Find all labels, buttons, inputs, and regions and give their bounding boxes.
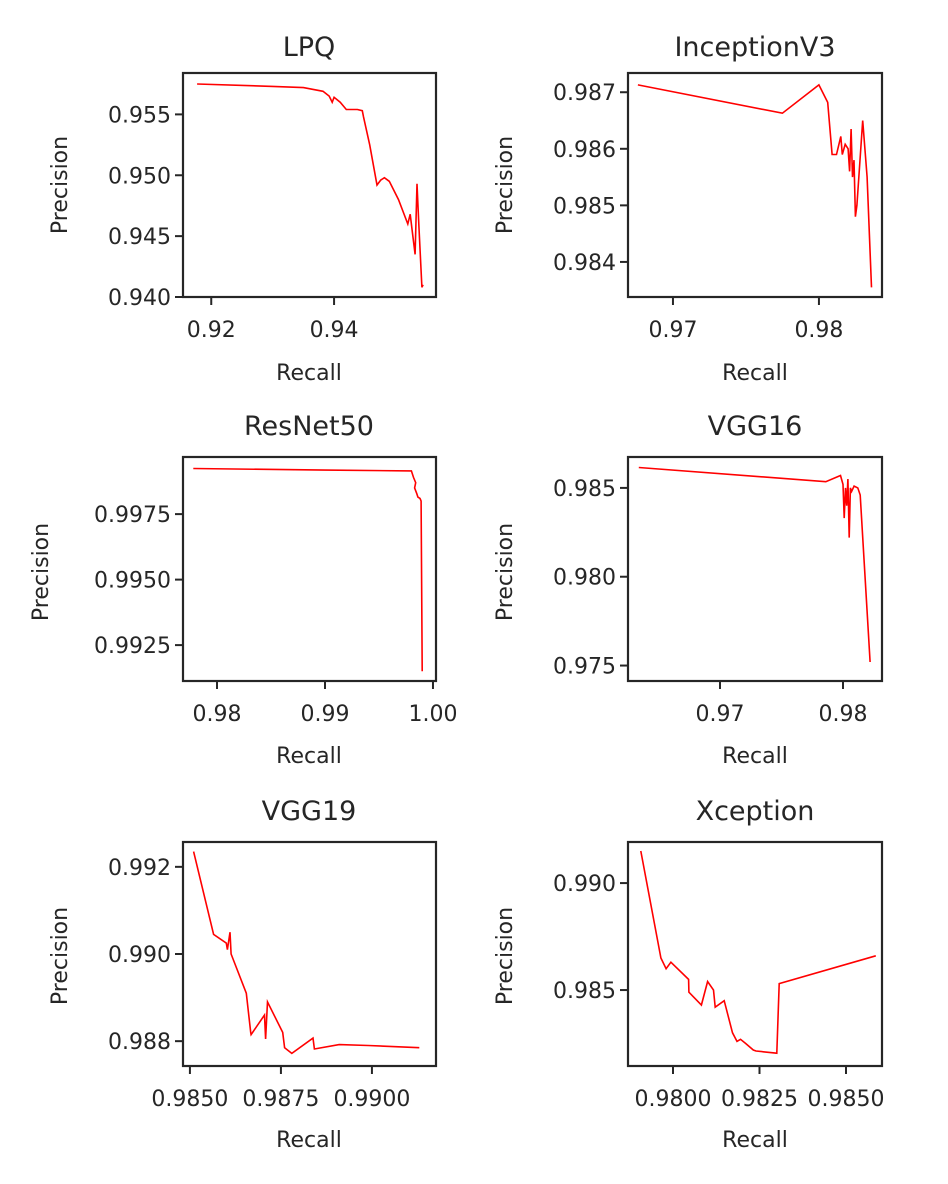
y-axis-label: Precision bbox=[48, 907, 73, 1005]
subplot-lpq: LPQ Recall Precision 0.92 0.94 0.955 0.950 0… bbox=[48, 32, 438, 386]
x-tick-label: 0.97 bbox=[648, 318, 697, 343]
x-tick-label: 0.97 bbox=[696, 702, 745, 727]
axes-frame bbox=[181, 71, 438, 299]
y-tick-label: 0.980 bbox=[553, 566, 616, 591]
x-tick-label: 0.98 bbox=[819, 702, 868, 727]
x-axis-label: Recall bbox=[722, 361, 788, 386]
y-tick-label: 0.975 bbox=[553, 655, 616, 680]
subplot-title: Xception bbox=[696, 796, 815, 827]
y-tick-label: 0.988 bbox=[108, 1030, 171, 1055]
y-tick-label: 0.985 bbox=[553, 477, 616, 502]
subplot-title: VGG16 bbox=[708, 411, 803, 442]
x-axis-label: Recall bbox=[722, 1128, 788, 1153]
y-tick-label: 0.992 bbox=[108, 856, 171, 881]
x-axis-label: Recall bbox=[276, 361, 342, 386]
subplot-xception: Xception Recall Precision 0.9800 0.9825 0.… bbox=[493, 796, 885, 1153]
axes-frame bbox=[626, 455, 884, 683]
subplot-inceptionv3: InceptionV3 Recall Precision 0.97 0.98 0.9… bbox=[493, 32, 884, 386]
x-axis-label: Recall bbox=[722, 744, 788, 769]
series-line-resnet50 bbox=[193, 467, 423, 672]
y-tick-label: 0.985 bbox=[553, 194, 616, 219]
x-tick-label: 0.9875 bbox=[242, 1087, 319, 1112]
x-tick-label: 0.98 bbox=[794, 318, 843, 343]
y-tick-label: 0.950 bbox=[108, 164, 171, 189]
subplot-vgg16: VGG16 Recall Precision 0.97 0.98 0.985 0.98… bbox=[493, 411, 884, 769]
axes-frame bbox=[181, 455, 438, 683]
x-tick-label: 0.9800 bbox=[634, 1087, 711, 1112]
series-line-inceptionv3 bbox=[637, 83, 873, 288]
y-axis-label: Precision bbox=[48, 136, 73, 234]
subplot-resnet50: ResNet50 Recall Precision 0.98 0.99 1.00 0.… bbox=[29, 411, 457, 769]
y-tick-label: 0.987 bbox=[553, 81, 616, 106]
subplot-vgg19: VGG19 Recall Precision 0.9850 0.9875 0.990… bbox=[48, 796, 438, 1153]
x-tick-label: 0.9850 bbox=[808, 1087, 885, 1112]
x-tick-label: 0.9900 bbox=[333, 1087, 410, 1112]
axes-frame bbox=[626, 71, 884, 299]
x-axis-label: Recall bbox=[276, 1128, 342, 1153]
y-tick-label: 0.955 bbox=[108, 103, 171, 128]
series-line-xception bbox=[640, 850, 877, 1055]
y-tick-label: 0.986 bbox=[553, 138, 616, 163]
y-tick-label: 0.9950 bbox=[94, 569, 171, 594]
series-line-vgg16 bbox=[638, 466, 871, 663]
y-tick-label: 0.990 bbox=[553, 872, 616, 897]
y-axis-label: Precision bbox=[493, 907, 518, 1005]
x-tick-label: 0.9825 bbox=[721, 1087, 798, 1112]
subplot-title: ResNet50 bbox=[244, 411, 374, 442]
y-tick-label: 0.940 bbox=[108, 286, 171, 311]
y-axis-label: Precision bbox=[493, 136, 518, 234]
x-axis-label: Recall bbox=[276, 744, 342, 769]
series-line-lpq bbox=[197, 83, 424, 288]
x-tick-label: 0.98 bbox=[193, 702, 242, 727]
axes-frame bbox=[626, 840, 884, 1068]
y-tick-label: 0.9925 bbox=[94, 634, 171, 659]
y-tick-label: 0.945 bbox=[108, 225, 171, 250]
series-line-vgg19 bbox=[192, 851, 420, 1055]
y-tick-label: 0.990 bbox=[108, 943, 171, 968]
x-tick-label: 0.92 bbox=[187, 318, 236, 343]
y-tick-label: 0.985 bbox=[553, 979, 616, 1004]
subplot-title: VGG19 bbox=[262, 796, 357, 827]
y-axis-label: Precision bbox=[29, 523, 54, 621]
y-tick-label: 0.9975 bbox=[94, 503, 171, 528]
x-tick-label: 0.99 bbox=[301, 702, 350, 727]
subplot-title: LPQ bbox=[283, 32, 336, 63]
x-tick-label: 0.9850 bbox=[151, 1087, 228, 1112]
subplot-title: InceptionV3 bbox=[674, 32, 835, 63]
y-tick-label: 0.984 bbox=[553, 251, 616, 276]
x-tick-label: 1.00 bbox=[408, 702, 457, 727]
y-axis-label: Precision bbox=[493, 523, 518, 621]
x-tick-label: 0.94 bbox=[310, 318, 359, 343]
